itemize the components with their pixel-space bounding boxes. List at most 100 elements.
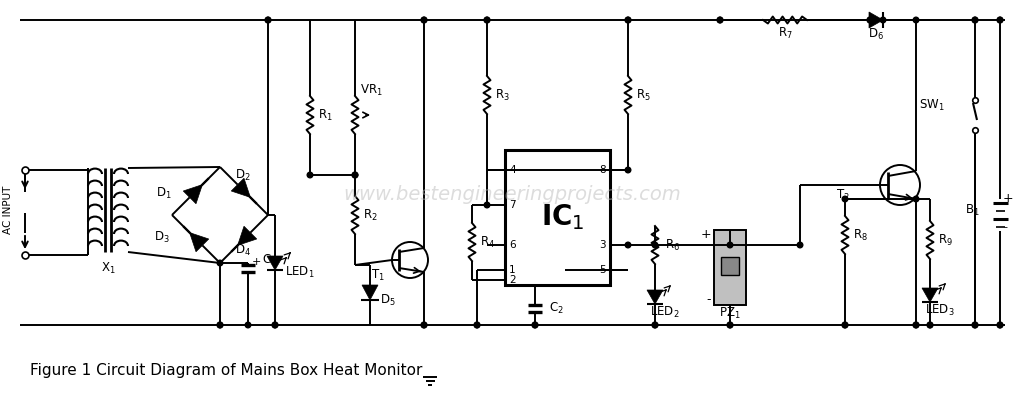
Circle shape: [997, 17, 1002, 23]
Polygon shape: [922, 288, 938, 302]
Text: X$_1$: X$_1$: [100, 260, 116, 275]
Bar: [721, 257, 739, 275]
Circle shape: [484, 202, 489, 208]
Circle shape: [913, 17, 919, 23]
Text: R$_2$: R$_2$: [362, 207, 378, 223]
Circle shape: [626, 242, 631, 248]
Circle shape: [272, 322, 278, 328]
Text: C$_2$: C$_2$: [549, 301, 564, 315]
Circle shape: [913, 322, 919, 328]
Circle shape: [913, 196, 919, 202]
Circle shape: [352, 172, 357, 178]
Circle shape: [717, 17, 723, 23]
Circle shape: [881, 17, 886, 23]
Text: SW$_1$: SW$_1$: [920, 98, 945, 113]
Text: C$_1$: C$_1$: [262, 252, 276, 268]
Circle shape: [421, 322, 427, 328]
Text: 2: 2: [509, 275, 516, 285]
Circle shape: [626, 167, 631, 173]
Circle shape: [717, 17, 723, 23]
Circle shape: [245, 322, 251, 328]
Text: R$_6$: R$_6$: [665, 237, 680, 253]
Text: D$_1$: D$_1$: [157, 185, 172, 200]
Text: 7: 7: [509, 200, 516, 210]
Circle shape: [265, 17, 270, 23]
Circle shape: [484, 17, 489, 23]
Text: D$_3$: D$_3$: [155, 230, 170, 245]
Text: D$_6$: D$_6$: [868, 26, 884, 42]
Circle shape: [927, 322, 933, 328]
Text: R$_3$: R$_3$: [495, 87, 510, 102]
Text: R$_8$: R$_8$: [853, 228, 868, 243]
Circle shape: [626, 17, 631, 23]
Polygon shape: [231, 178, 250, 197]
Text: R$_7$: R$_7$: [777, 26, 793, 40]
Text: -: -: [1002, 222, 1007, 232]
Text: 3: 3: [599, 240, 606, 250]
Circle shape: [217, 260, 223, 266]
Circle shape: [727, 322, 733, 328]
Circle shape: [997, 17, 1002, 23]
Text: www.bestengineeringprojects.com: www.bestengineeringprojects.com: [343, 185, 681, 205]
Text: Figure 1 Circuit Diagram of Mains Box Heat Monitor: Figure 1 Circuit Diagram of Mains Box He…: [30, 362, 422, 377]
Text: T$_2$: T$_2$: [837, 188, 850, 202]
Text: R$_5$: R$_5$: [636, 87, 651, 102]
Circle shape: [652, 242, 657, 248]
Circle shape: [972, 322, 978, 328]
Text: 1: 1: [509, 265, 516, 275]
Circle shape: [727, 242, 733, 248]
Text: -: -: [707, 294, 711, 307]
Text: +: +: [252, 257, 261, 267]
Circle shape: [798, 242, 803, 248]
Text: LED$_3$: LED$_3$: [925, 303, 954, 318]
Text: AC INPUT: AC INPUT: [3, 186, 13, 234]
Text: D$_4$: D$_4$: [234, 243, 251, 258]
Polygon shape: [647, 290, 663, 304]
Circle shape: [972, 17, 978, 23]
Text: R$_4$: R$_4$: [480, 234, 495, 249]
Text: IC$_1$: IC$_1$: [541, 202, 585, 232]
Circle shape: [307, 172, 312, 178]
Text: 5: 5: [599, 265, 606, 275]
Polygon shape: [238, 226, 257, 245]
Bar: [505, 150, 610, 285]
Polygon shape: [362, 285, 378, 300]
Circle shape: [913, 322, 919, 328]
Circle shape: [972, 17, 978, 23]
Polygon shape: [267, 256, 283, 270]
Circle shape: [626, 17, 631, 23]
Circle shape: [421, 17, 427, 23]
Circle shape: [652, 322, 657, 328]
Circle shape: [352, 172, 357, 178]
Circle shape: [421, 322, 427, 328]
Circle shape: [867, 17, 872, 23]
Text: LED$_1$: LED$_1$: [285, 264, 314, 279]
Text: 6: 6: [509, 240, 516, 250]
Circle shape: [867, 17, 872, 23]
Polygon shape: [189, 232, 209, 252]
Circle shape: [484, 17, 489, 23]
Text: 4: 4: [509, 165, 516, 175]
Text: T$_1$: T$_1$: [372, 267, 385, 283]
Circle shape: [727, 322, 733, 328]
Circle shape: [997, 322, 1002, 328]
Circle shape: [842, 322, 848, 328]
Polygon shape: [183, 185, 203, 204]
Circle shape: [265, 17, 270, 23]
Circle shape: [532, 322, 538, 328]
Bar: [714, 230, 746, 305]
Text: PZ$_1$: PZ$_1$: [719, 305, 741, 320]
Circle shape: [217, 322, 223, 328]
Circle shape: [421, 17, 427, 23]
Text: LED$_2$: LED$_2$: [650, 305, 680, 320]
Circle shape: [652, 322, 657, 328]
Text: D$_5$: D$_5$: [380, 292, 395, 307]
Circle shape: [474, 322, 480, 328]
Polygon shape: [869, 12, 883, 28]
Text: +: +: [700, 228, 711, 241]
Circle shape: [272, 322, 278, 328]
Circle shape: [927, 322, 933, 328]
Circle shape: [474, 322, 480, 328]
Text: D$_2$: D$_2$: [234, 167, 251, 183]
Circle shape: [997, 322, 1002, 328]
